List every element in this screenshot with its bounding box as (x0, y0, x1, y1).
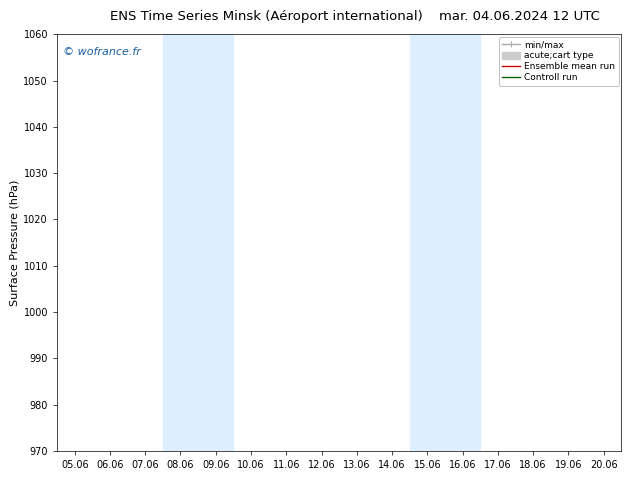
Bar (163, 34, 233, 451)
Y-axis label: Surface Pressure (hPa): Surface Pressure (hPa) (10, 179, 19, 306)
Bar (410, 34, 481, 451)
Text: mar. 04.06.2024 12 UTC: mar. 04.06.2024 12 UTC (439, 10, 600, 23)
Text: ENS Time Series Minsk (Aéroport international): ENS Time Series Minsk (Aéroport internat… (110, 10, 423, 23)
Text: © wofrance.fr: © wofrance.fr (63, 47, 141, 57)
Legend: min/max, acute;cart type, Ensemble mean run, Controll run: min/max, acute;cart type, Ensemble mean … (499, 37, 619, 86)
